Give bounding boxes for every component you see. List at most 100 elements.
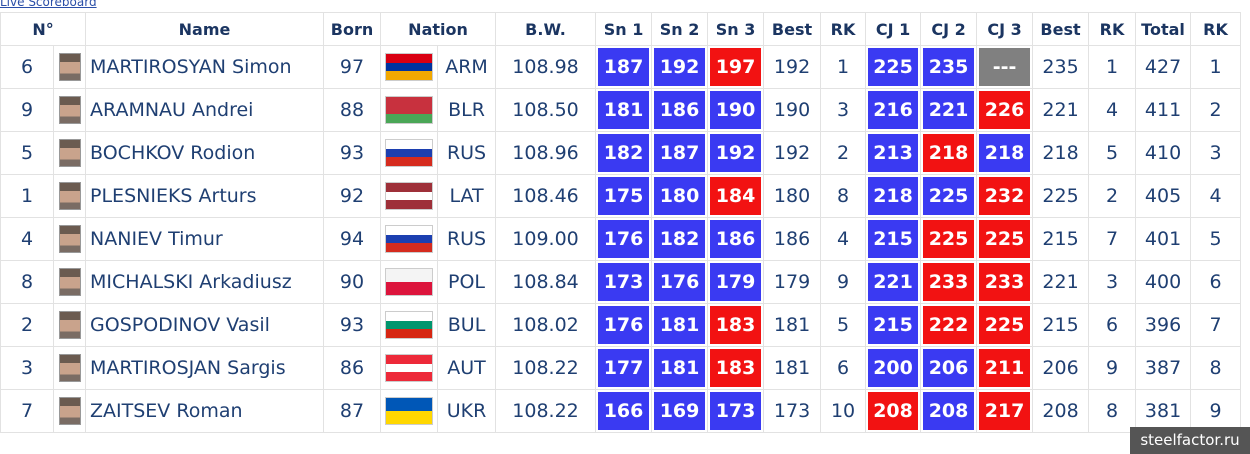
athlete-name: MICHALSKI Arkadiusz [85,260,325,304]
flag-cell [380,174,439,218]
attempt: 235 [923,48,975,86]
athlete-row: 9 ARAMNAU Andrei 88 BLR 108.50 181 186 190 190 3 2… [0,88,1242,132]
attempt: 182 [598,134,650,172]
cj-best: 225 [1032,174,1090,218]
rank: 8 [1190,346,1242,390]
attempt-cell: 225 [976,217,1034,261]
flag-stripe [386,54,433,63]
attempt: 215 [868,220,919,258]
attempt-cell: 218 [920,131,978,175]
flag [386,183,433,210]
snatch-rank: 6 [820,346,867,390]
athlete-name: BOCHKOV Rodion [85,131,325,175]
total: 387 [1135,346,1192,390]
flag-cell [380,389,439,433]
flag-stripe [386,71,433,81]
attempt-cell: 225 [865,45,922,89]
birth-year: 97 [323,45,382,89]
column-header: CJ 3 [976,12,1034,46]
attempt: 176 [654,263,706,301]
attempt: 221 [923,91,975,129]
attempt-cell: 181 [651,346,709,390]
nation: AUT [437,346,497,390]
lot-number: 1 [0,174,54,218]
attempt: 213 [868,134,919,172]
attempt: 216 [868,91,919,129]
attempt-cell: 192 [651,45,709,89]
attempt: 233 [979,263,1031,301]
rank: 1 [1190,45,1242,89]
attempt-cell: 221 [865,260,922,304]
column-header: Best [1032,12,1090,46]
attempt-cell: 173 [707,389,765,433]
snatch-best: 181 [763,346,822,390]
snatch-rank: 2 [820,131,867,175]
attempt-cell: 218 [976,131,1034,175]
attempt-cell: 222 [920,303,978,347]
attempt-cell: 176 [595,303,653,347]
attempt: 177 [598,349,650,387]
birth-year: 93 [323,131,382,175]
athlete-name: ARAMNAU Andrei [85,88,325,132]
flag-stripe [386,355,433,364]
photo-cell [52,346,87,390]
attempt-cell: 197 [707,45,765,89]
nation: LAT [437,174,497,218]
flag [386,54,433,81]
attempt: 225 [923,220,975,258]
attempt-cell: 192 [707,131,765,175]
attempt: 232 [979,177,1031,215]
cj-rank: 8 [1088,389,1137,433]
attempt: 197 [710,48,762,86]
cj-rank: 4 [1088,88,1137,132]
live-scoreboard-link[interactable]: Live Scoreboard [0,0,97,9]
attempt: 176 [598,220,650,258]
athlete-name: ZAITSEV Roman [85,389,325,433]
lot-number: 6 [0,45,54,89]
attempt-cell: 179 [707,260,765,304]
flag [386,269,433,295]
column-header: N° [0,12,87,46]
attempt: 218 [923,134,975,172]
body-weight: 109.00 [495,217,597,261]
rank: 2 [1190,88,1242,132]
flag-cell [380,131,439,175]
attempt: 215 [868,306,919,344]
nation: BLR [437,88,497,132]
attempt-cell: 187 [595,45,653,89]
body-weight: 108.98 [495,45,597,89]
attempt: 187 [598,48,650,86]
attempt: 217 [979,392,1031,430]
attempt: 222 [923,306,975,344]
attempt-cell: 181 [595,88,653,132]
flag-stripe [386,200,433,210]
attempt-cell: 186 [651,88,709,132]
attempt: 221 [868,263,919,301]
lot-number: 7 [0,389,54,433]
column-header: Sn 3 [707,12,765,46]
attempt: 225 [979,306,1031,344]
attempt: 180 [654,177,706,215]
column-header: Nation [380,12,497,46]
attempt: 225 [979,220,1031,258]
cj-rank: 9 [1088,346,1137,390]
flag-stripe [386,320,433,330]
attempt-cell: 232 [976,174,1034,218]
attempt: 176 [598,306,650,344]
athlete-name: MARTIROSYAN Simon [85,45,325,89]
flag-stripe [386,243,433,253]
snatch-best: 192 [763,45,822,89]
cj-best: 218 [1032,131,1090,175]
cj-rank: 7 [1088,217,1137,261]
attempt-cell: 213 [865,131,922,175]
attempt-cell: 216 [865,88,922,132]
total: 400 [1135,260,1192,304]
rank: 5 [1190,217,1242,261]
athlete-photo [58,139,81,167]
athlete-name: PLESNIEKS Arturs [85,174,325,218]
athlete-photo [58,354,81,382]
column-header: CJ 2 [920,12,978,46]
nation: RUS [437,131,497,175]
athlete-photo [58,182,81,210]
lot-number: 4 [0,217,54,261]
